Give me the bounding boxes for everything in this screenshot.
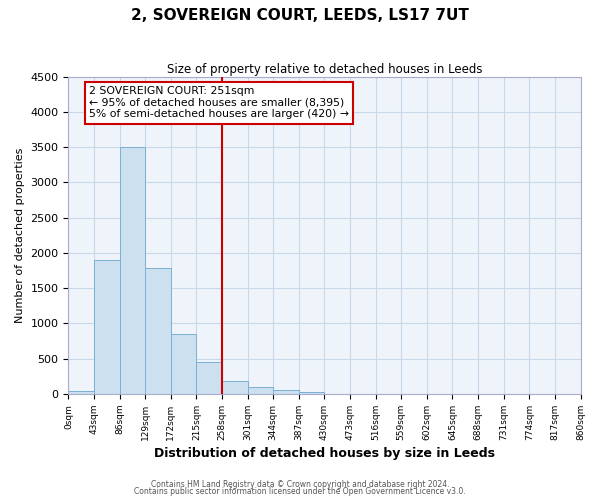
Bar (145, 268, 171, 394)
Bar (222, 382, 248, 394)
Text: 2 SOVEREIGN COURT: 251sqm
← 95% of detached houses are smaller (8,395)
5% of sem: 2 SOVEREIGN COURT: 251sqm ← 95% of detac… (89, 86, 349, 120)
Bar (171, 334, 196, 394)
X-axis label: Distribution of detached houses by size in Leeds: Distribution of detached houses by size … (154, 447, 495, 460)
Text: 2, SOVEREIGN COURT, LEEDS, LS17 7UT: 2, SOVEREIGN COURT, LEEDS, LS17 7UT (131, 8, 469, 22)
Bar (299, 392, 325, 394)
Bar (196, 362, 222, 394)
Bar (273, 390, 299, 394)
Text: Contains HM Land Registry data © Crown copyright and database right 2024.: Contains HM Land Registry data © Crown c… (151, 480, 449, 489)
Bar (119, 147, 145, 394)
Bar (248, 388, 273, 394)
Bar (94, 260, 119, 394)
Y-axis label: Number of detached properties: Number of detached properties (15, 148, 25, 323)
Title: Size of property relative to detached houses in Leeds: Size of property relative to detached ho… (167, 62, 482, 76)
Bar (68, 391, 94, 394)
Text: Contains public sector information licensed under the Open Government Licence v3: Contains public sector information licen… (134, 488, 466, 496)
